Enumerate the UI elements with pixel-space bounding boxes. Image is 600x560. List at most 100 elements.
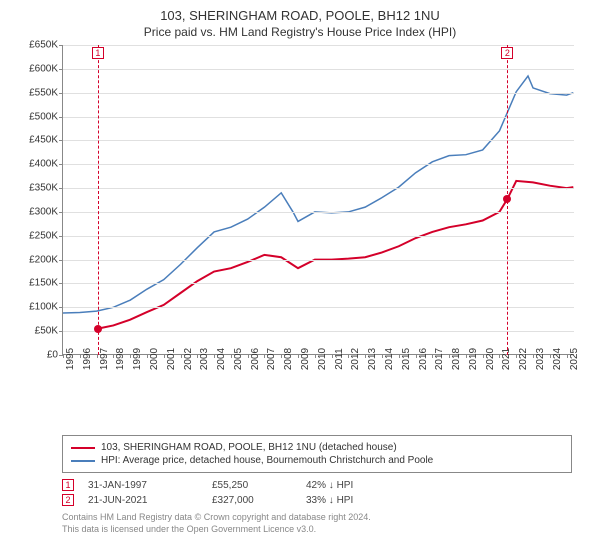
x-tick-label: 2007 [266,348,277,370]
gridline-horizontal [63,93,574,94]
x-tick-label: 2012 [350,348,361,370]
x-tick-label: 2018 [451,348,462,370]
gridline-horizontal [63,117,574,118]
y-tick-label: £500K [29,111,58,122]
gridline-horizontal [63,307,574,308]
x-tick-label: 2020 [485,348,496,370]
sale-row-hpi: 42% ↓ HPI [306,480,353,491]
x-tick-label: 2002 [183,348,194,370]
x-tick-label: 2004 [216,348,227,370]
legend-swatch-hpi [71,460,95,462]
legend-box: 103, SHERINGHAM ROAD, POOLE, BH12 1NU (d… [62,435,572,473]
gridline-horizontal [63,164,574,165]
footnote: Contains HM Land Registry data © Crown c… [62,512,590,535]
gridline-horizontal [63,260,574,261]
x-axis-labels: 1995199619971998199920002001200220032004… [62,355,574,395]
legend-label-hpi: HPI: Average price, detached house, Bour… [101,455,433,466]
series-line [63,76,573,313]
x-tick-label: 2011 [334,348,345,370]
x-tick-label: 2001 [166,348,177,370]
title-address: 103, SHERINGHAM ROAD, POOLE, BH12 1NU [10,8,590,23]
chart-container: 103, SHERINGHAM ROAD, POOLE, BH12 1NU Pr… [0,0,600,560]
sale-row-price: £327,000 [212,495,292,506]
gridline-horizontal [63,331,574,332]
x-tick-label: 2019 [468,348,479,370]
footnote-line2: This data is licensed under the Open Gov… [62,524,590,536]
legend-label-price: 103, SHERINGHAM ROAD, POOLE, BH12 1NU (d… [101,442,397,453]
y-tick [59,283,63,284]
x-tick-label: 2003 [199,348,210,370]
y-tick [59,188,63,189]
y-tick-label: £250K [29,230,58,241]
y-axis-labels: £0£50K£100K£150K£200K£250K£300K£350K£400… [16,45,60,355]
title-subtitle: Price paid vs. HM Land Registry's House … [10,25,590,39]
x-tick-label: 1997 [99,348,110,370]
x-tick-label: 2023 [535,348,546,370]
sale-marker-box: 2 [501,47,513,59]
sale-row: 221-JUN-2021£327,00033% ↓ HPI [62,494,590,506]
x-tick-label: 2006 [250,348,261,370]
chart-lines-svg [63,45,575,355]
y-tick-label: £300K [29,206,58,217]
x-tick-label: 2008 [283,348,294,370]
y-tick [59,140,63,141]
sale-row-date: 31-JAN-1997 [88,480,198,491]
x-tick-label: 2017 [434,348,445,370]
y-tick-label: £100K [29,302,58,313]
y-tick-label: £550K [29,87,58,98]
legend-row-price: 103, SHERINGHAM ROAD, POOLE, BH12 1NU (d… [71,442,563,453]
sale-marker-dot [94,325,102,333]
sale-marker-box: 1 [92,47,104,59]
y-tick-label: £50K [35,326,58,337]
x-tick-label: 1998 [115,348,126,370]
y-tick-label: £150K [29,278,58,289]
gridline-horizontal [63,69,574,70]
sale-row: 1 31-JAN-1997 £55,250 42% ↓ HPI [62,479,590,491]
x-tick-label: 1995 [65,348,76,370]
x-tick-label: 1996 [82,348,93,370]
y-tick [59,69,63,70]
y-tick [59,117,63,118]
y-tick [59,331,63,332]
y-tick [59,45,63,46]
chart-titles: 103, SHERINGHAM ROAD, POOLE, BH12 1NU Pr… [10,8,590,39]
y-tick [59,164,63,165]
x-tick-label: 2014 [384,348,395,370]
plot-region: 12 [62,45,574,355]
y-tick-label: £200K [29,254,58,265]
y-tick [59,236,63,237]
x-tick-label: 2015 [401,348,412,370]
y-tick [59,93,63,94]
x-tick-label: 2021 [501,348,512,370]
legend-row-hpi: HPI: Average price, detached house, Bour… [71,455,563,466]
gridline-horizontal [63,140,574,141]
y-tick-label: £650K [29,40,58,51]
x-tick-label: 2025 [569,348,580,370]
sale-row-date: 21-JUN-2021 [88,495,198,506]
sale-row-price: £55,250 [212,480,292,491]
y-tick [59,307,63,308]
sale-marker-vline [98,45,99,355]
x-tick-label: 2024 [552,348,563,370]
y-tick-label: £350K [29,183,58,194]
gridline-horizontal [63,236,574,237]
x-tick-label: 2013 [367,348,378,370]
x-tick-label: 2022 [518,348,529,370]
x-tick-label: 2000 [149,348,160,370]
legend-swatch-price [71,447,95,449]
x-tick-label: 1999 [132,348,143,370]
gridline-horizontal [63,283,574,284]
x-tick-label: 2016 [418,348,429,370]
sales-table: 131-JAN-1997£55,25042% ↓ HPI221-JUN-2021… [62,479,590,506]
sale-marker-dot [503,195,511,203]
y-tick-label: £0 [47,350,58,361]
footnote-line1: Contains HM Land Registry data © Crown c… [62,512,590,524]
y-tick-label: £450K [29,135,58,146]
gridline-horizontal [63,212,574,213]
sale-row-hpi: 33% ↓ HPI [306,495,353,506]
y-tick [59,212,63,213]
chart-area: £0£50K£100K£150K£200K£250K£300K£350K£400… [16,45,576,395]
sale-row-marker: 1 [62,479,74,491]
gridline-horizontal [63,45,574,46]
x-tick-label: 2009 [300,348,311,370]
